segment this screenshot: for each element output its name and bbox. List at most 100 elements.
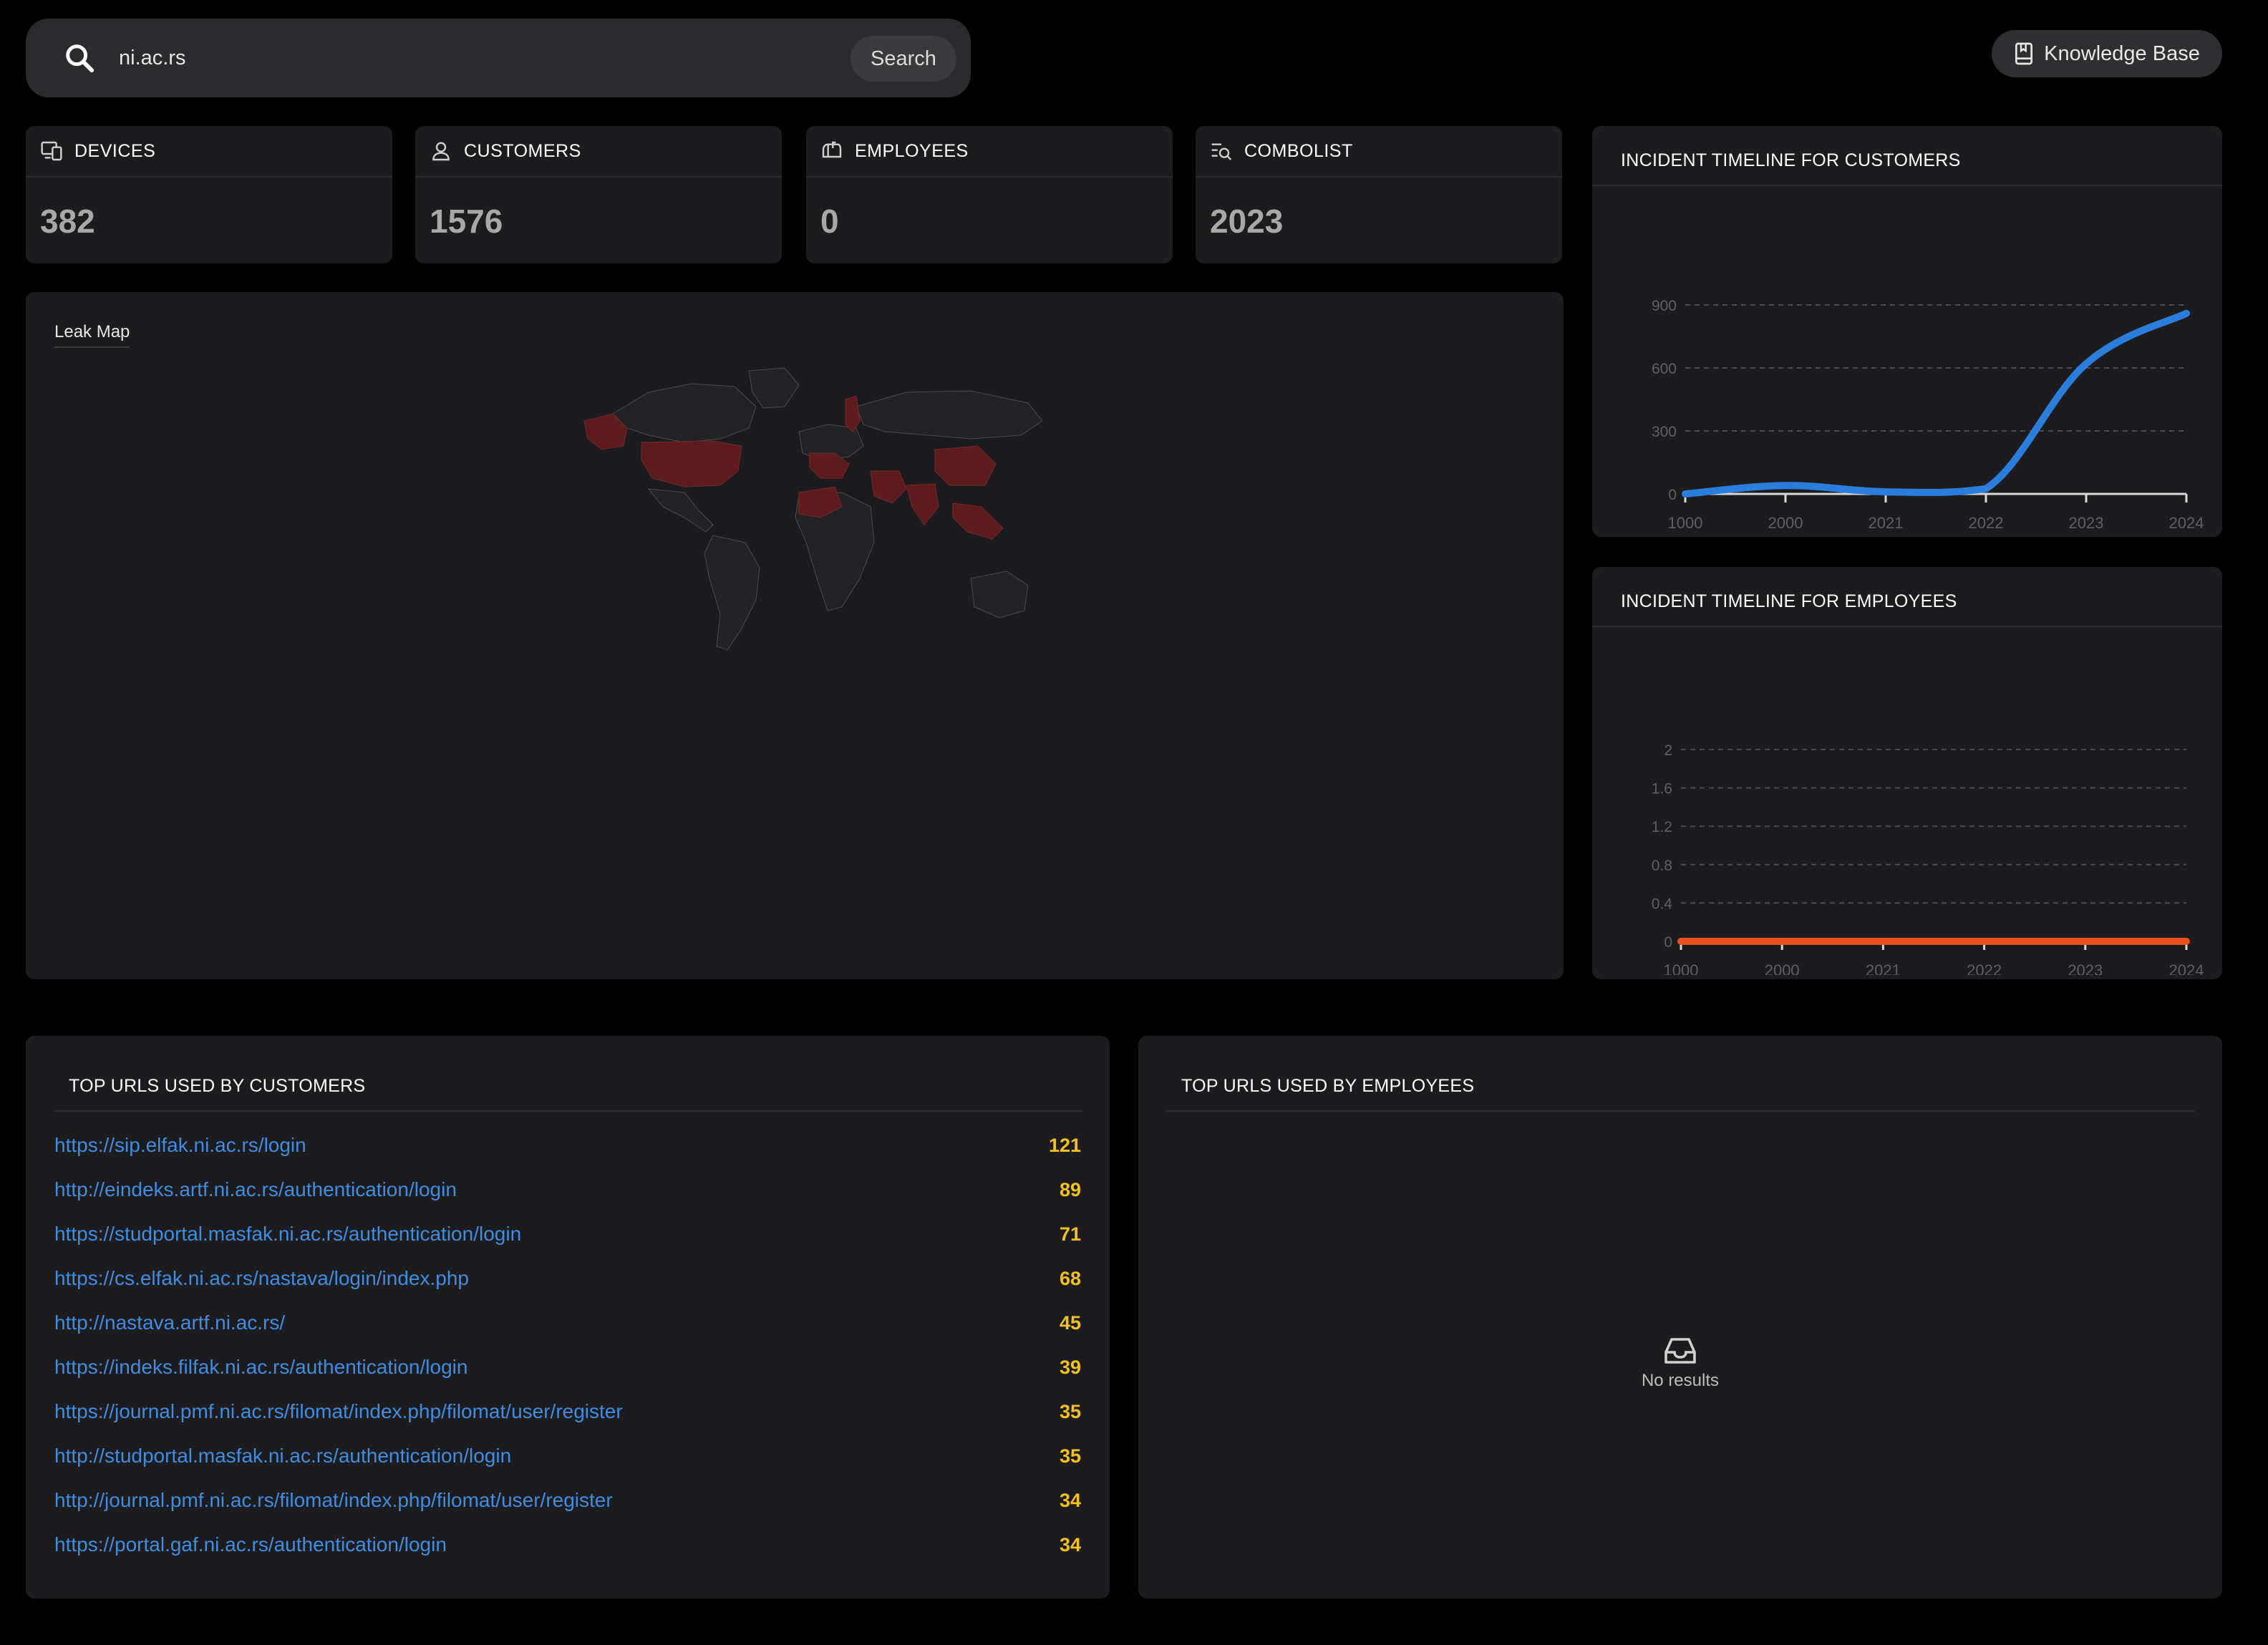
url-link[interactable]: http://nastava.artf.ni.ac.rs/ (54, 1311, 286, 1334)
inbox-icon (1664, 1338, 1696, 1364)
map-region-alaska (583, 413, 628, 450)
url-link[interactable]: https://journal.pmf.ni.ac.rs/filomat/ind… (54, 1400, 623, 1422)
url-count: 35 (1059, 1445, 1081, 1467)
url-row: https://journal.pmf.ni.ac.rs/filomat/ind… (54, 1389, 1081, 1434)
series-line (1682, 309, 2190, 498)
empty-state: No results (1138, 1336, 2222, 1391)
url-count: 34 (1059, 1489, 1081, 1511)
y-tick-label: 0 (1668, 487, 1677, 503)
map-region-africa (795, 492, 875, 611)
leak-highlights (583, 395, 1004, 540)
url-link[interactable]: https://portal.gaf.ni.ac.rs/authenticati… (54, 1533, 447, 1556)
search-icon (66, 44, 94, 73)
url-row: https://cs.elfak.ni.ac.rs/nastava/login/… (54, 1256, 1081, 1301)
url-row: http://studportal.masfak.ni.ac.rs/authen… (54, 1434, 1081, 1478)
employee-urls-panel: TOP URLS USED BY EMPLOYEES No results (1138, 1036, 2222, 1598)
x-tick-label: 2021 (1866, 961, 1901, 975)
url-row: https://indeks.filfak.ni.ac.rs/authentic… (54, 1345, 1081, 1389)
url-link[interactable]: https://studportal.masfak.ni.ac.rs/authe… (54, 1223, 522, 1245)
url-row: http://journal.pmf.ni.ac.rs/filomat/inde… (54, 1478, 1081, 1523)
stat-label: DEVICES (74, 140, 156, 161)
map-region-scandinavia (845, 395, 861, 432)
url-count: 45 (1059, 1311, 1081, 1334)
y-tick-label: 900 (1652, 298, 1677, 314)
empty-state-text: No results (1641, 1371, 1720, 1390)
mailbox-icon (822, 141, 842, 158)
map-region-china (934, 445, 997, 486)
knowledge-base-label: Knowledge Base (2044, 42, 2200, 65)
x-tick-label: 2023 (2069, 514, 2104, 532)
x-tick-label: 2024 (2169, 514, 2204, 532)
employees-timeline-chart: 0 0.4 0.8 1.2 1.6 2 1000 2000 2021 2022 2023 2024 (1652, 742, 2204, 975)
x-tick-label: 1000 (1668, 514, 1703, 532)
y-tick-label: 0.8 (1652, 858, 1672, 874)
url-row: http://eindeks.artf.ni.ac.rs/authenticat… (54, 1168, 1081, 1212)
employees-chart-title: INCIDENT TIMELINE FOR EMPLOYEES (1621, 591, 1957, 611)
url-link[interactable]: https://indeks.filfak.ni.ac.rs/authentic… (54, 1356, 468, 1378)
map-region-mexico (647, 488, 714, 533)
search-input[interactable] (119, 37, 856, 79)
map-region-western-europe (809, 452, 850, 479)
x-tick-label: 1000 (1664, 961, 1699, 975)
map-region-united-states (641, 440, 742, 487)
url-count: 34 (1059, 1533, 1081, 1556)
map-region-southeast-asia (952, 503, 1004, 540)
url-row: https://sip.elfak.ni.ac.rs/login 121 (54, 1123, 1081, 1168)
stat-card-employees: EMPLOYEES 0 (806, 126, 1173, 263)
stat-label: CUSTOMERS (464, 140, 581, 161)
employees-timeline-panel: INCIDENT TIMELINE FOR EMPLOYEES 0 0.4 0.8 1… (1592, 567, 2222, 979)
customers-timeline-chart: 0 300 600 900 1000 2000 2021 2022 2023 2024 (1652, 298, 2204, 532)
url-link[interactable]: http://eindeks.artf.ni.ac.rs/authenticat… (54, 1178, 457, 1200)
map-region-russia (856, 390, 1043, 440)
knowledge-base-button[interactable]: Knowledge Base (1992, 30, 2222, 77)
stat-card-devices: DEVICES 382 (26, 126, 392, 263)
divider (1166, 1110, 2195, 1112)
url-count: 68 (1059, 1267, 1081, 1289)
user-icon (432, 142, 450, 161)
x-tick-label: 2000 (1765, 961, 1800, 975)
y-tick-label: 2 (1664, 742, 1672, 759)
url-count: 39 (1059, 1356, 1081, 1378)
x-tick-label: 2022 (1969, 514, 2004, 532)
stat-card-customers: CUSTOMERS 1576 (415, 126, 782, 263)
url-link[interactable]: http://journal.pmf.ni.ac.rs/filomat/inde… (54, 1489, 613, 1511)
customer-urls-title: TOP URLS USED BY CUSTOMERS (69, 1076, 366, 1096)
employee-urls-title: TOP URLS USED BY EMPLOYEES (1181, 1076, 1475, 1096)
url-count: 89 (1059, 1178, 1081, 1200)
url-count: 71 (1059, 1223, 1081, 1245)
x-tick-label: 2024 (2169, 961, 2204, 975)
url-row: https://portal.gaf.ni.ac.rs/authenticati… (54, 1523, 1081, 1567)
y-tick-label: 0 (1664, 934, 1672, 951)
url-link[interactable]: http://studportal.masfak.ni.ac.rs/authen… (54, 1445, 512, 1467)
url-link[interactable]: https://sip.elfak.ni.ac.rs/login (54, 1134, 306, 1156)
stat-label: EMPLOYEES (855, 140, 969, 161)
x-tick-label: 2021 (1869, 514, 1904, 532)
divider (1592, 626, 2222, 627)
book-icon (2015, 42, 2033, 65)
x-tick-label: 2000 (1768, 514, 1803, 532)
y-tick-label: 300 (1652, 424, 1677, 440)
map-region-canada (612, 383, 757, 443)
url-link[interactable]: https://cs.elfak.ni.ac.rs/nastava/login/… (54, 1267, 469, 1289)
url-count: 35 (1059, 1400, 1081, 1422)
search-button[interactable]: Search (850, 36, 956, 82)
world-map[interactable] (570, 364, 1057, 664)
map-region-north-africa (798, 486, 843, 518)
x-tick-label: 2022 (1967, 961, 2002, 975)
customers-chart-title: INCIDENT TIMELINE FOR CUSTOMERS (1621, 150, 1961, 170)
divider (1592, 185, 2222, 186)
url-row: http://nastava.artf.ni.ac.rs/45 (54, 1301, 1081, 1345)
url-count: 121 (1048, 1134, 1081, 1156)
list-search-icon (1211, 143, 1232, 160)
devices-icon (41, 141, 62, 161)
y-tick-label: 600 (1652, 361, 1677, 377)
y-tick-label: 1.2 (1652, 819, 1672, 835)
search-bar: Search (26, 19, 971, 97)
map-region-middle-east (870, 470, 907, 504)
x-tick-label: 2023 (2068, 961, 2103, 975)
stat-value: 1576 (430, 203, 503, 240)
map-region-europe (798, 424, 864, 461)
map-region-greenland (748, 367, 800, 409)
customer-urls-panel: TOP URLS USED BY CUSTOMERS https://sip.e… (26, 1036, 1110, 1598)
stat-label: COMBOLIST (1244, 140, 1353, 161)
